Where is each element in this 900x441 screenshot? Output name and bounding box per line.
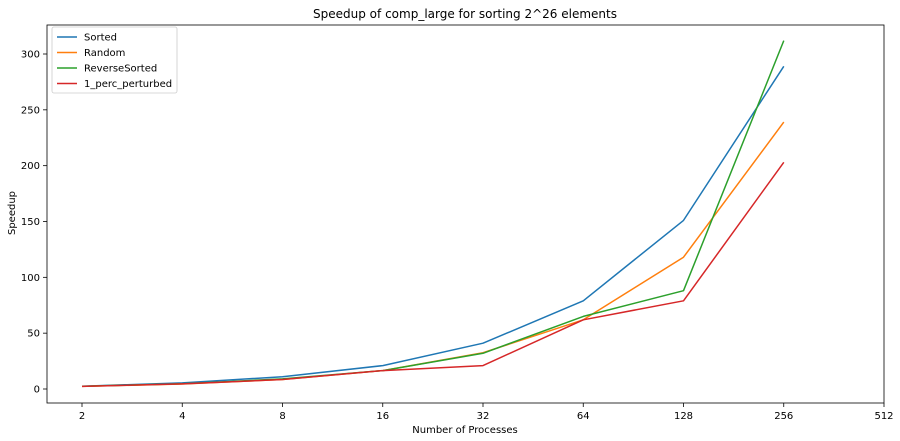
y-tick-label: 150 xyxy=(21,217,40,228)
x-tick-label: 16 xyxy=(376,411,389,422)
x-axis-label: Number of Processes xyxy=(412,425,517,436)
x-tick-label: 128 xyxy=(674,411,693,422)
series-line-reversesorted xyxy=(81,40,785,388)
legend-entry-label: Random xyxy=(84,48,125,59)
x-tick-label: 512 xyxy=(874,411,893,422)
legend: Sorted Random ReverseSorted 1_perc_perturbe… xyxy=(51,26,178,94)
y-tick-label: 250 xyxy=(21,105,40,116)
series-line-sorted xyxy=(81,65,785,387)
x-tick-label: 2 xyxy=(79,411,85,422)
series-line-random xyxy=(81,121,785,388)
y-axis-label: Speedup xyxy=(7,191,18,235)
chart-title: Speedup of comp_large for sorting 2^26 e… xyxy=(313,7,617,21)
legend-entry-label: 1_perc_perturbed xyxy=(84,79,172,90)
y-tick-label: 0 xyxy=(34,385,40,396)
y-tick-label: 100 xyxy=(21,273,40,284)
y-tick-label: 200 xyxy=(21,161,40,172)
y-tick-label: 300 xyxy=(21,50,40,61)
x-tick-label: 64 xyxy=(577,411,590,422)
legend-box xyxy=(51,26,178,94)
x-tick-label: 32 xyxy=(477,411,490,422)
y-tick-label: 50 xyxy=(27,329,40,340)
series-line-1-perc-perturbed xyxy=(81,161,785,388)
x-tick-label: 256 xyxy=(774,411,793,422)
plot-area: 2 4 8 16 32 64 128 256 512 0 50 100 150 200 250 300 xyxy=(21,24,894,422)
legend-entry-label: ReverseSorted xyxy=(84,64,157,75)
x-tick-label: 8 xyxy=(279,411,285,422)
legend-entry-label: Sorted xyxy=(84,33,117,44)
x-tick-label: 4 xyxy=(179,411,185,422)
axes-frame xyxy=(46,24,885,404)
